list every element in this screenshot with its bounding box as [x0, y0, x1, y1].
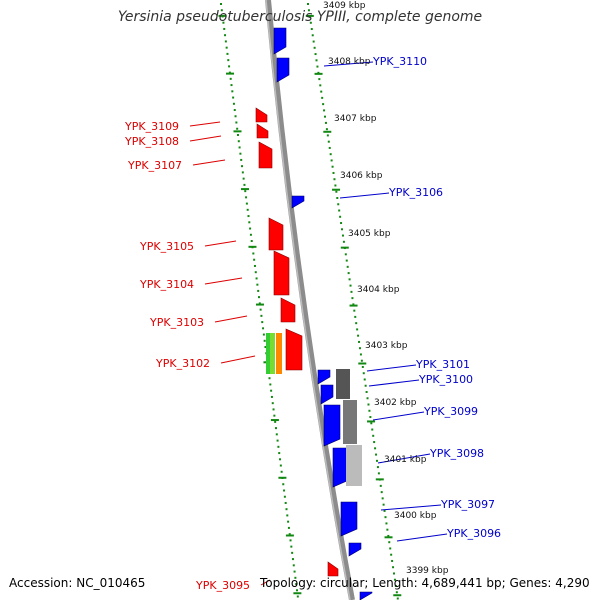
scale-label: 3402 kbp	[374, 398, 417, 408]
gene-label-ypk_3107: YPK_3107	[127, 159, 182, 172]
reverse-gene-arrow	[291, 195, 305, 209]
gene-label-ypk_3101: YPK_3101	[415, 358, 470, 371]
scale-labels: 3409 kbp 3408 kbp 3407 kbp 3406 kbp 3405 kbp…	[323, 1, 449, 576]
gene-leader-line	[204, 240, 237, 247]
gene-leader-line	[339, 192, 390, 199]
green-feature	[266, 333, 271, 374]
gene-leader-line	[204, 277, 243, 285]
scale-label: 3400 kbp	[394, 511, 437, 521]
gene-leader-line	[377, 453, 431, 464]
scale-label: 3408 kbp	[328, 57, 371, 67]
forward-gene-arrow	[285, 328, 303, 371]
forward-gene-arrow	[268, 217, 284, 251]
gray-feature	[343, 400, 357, 444]
reverse-gene-arrow	[273, 27, 287, 55]
reverse-gene-arrow	[348, 542, 362, 557]
gene-leader-line	[368, 379, 420, 387]
reverse-gene-arrow	[317, 369, 331, 385]
forward-gene-arrow	[258, 141, 273, 169]
genome-backbone	[265, 0, 355, 600]
gene-label-ypk_3109: YPK_3109	[124, 120, 179, 133]
gene-leader-line	[372, 411, 425, 421]
gene-label-ypk_3099: YPK_3099	[423, 405, 478, 418]
gene-leader-line	[214, 315, 248, 323]
orange-feature	[276, 333, 282, 374]
accession-text: Accession: NC_010465	[9, 576, 146, 590]
scale-label: 3399 kbp	[406, 566, 449, 576]
reverse-gene-arrow	[276, 57, 290, 83]
scale-label: 3401 kbp	[384, 455, 427, 465]
gene-leader-line	[396, 533, 448, 542]
gene-label-ypk_3100: YPK_3100	[418, 373, 473, 386]
gene-label-ypk_3098: YPK_3098	[429, 447, 484, 460]
reverse-gene-arrow	[320, 384, 334, 405]
gene-leader-line	[366, 364, 417, 372]
gene-label-ypk_3105: YPK_3105	[139, 240, 194, 253]
backbone-line	[265, 0, 355, 600]
forward-gene-arrow	[273, 250, 290, 296]
tick-rings	[218, 3, 402, 600]
reverse-gene-arrow	[340, 501, 358, 537]
reverse-gene-arrow	[359, 591, 373, 600]
gene-leader-line	[380, 504, 442, 511]
forward-gene-arrow	[327, 561, 339, 577]
scale-label: 3409 kbp	[323, 1, 366, 11]
scale-label: 3406 kbp	[340, 171, 383, 181]
gene-label-ypk_3103: YPK_3103	[149, 316, 204, 329]
gene-label-ypk_3106: YPK_3106	[388, 186, 443, 199]
forward-gene-arrow	[256, 123, 269, 139]
gray-feature	[336, 369, 350, 399]
gene-leader-line	[189, 135, 222, 142]
gene-label-ypk_3110: YPK_3110	[372, 55, 427, 68]
gene-label-ypk_3095: YPK_3095	[195, 579, 250, 592]
gene-label-ypk_3096: YPK_3096	[446, 527, 501, 540]
forward-gene-arrow	[255, 107, 268, 123]
forward-gene-arrow	[280, 297, 296, 323]
gene-label-ypk_3102: YPK_3102	[155, 357, 210, 370]
genome-title: Yersinia pseudotuberculosis YPIII, compl…	[117, 9, 483, 25]
gene-leader-line	[323, 61, 374, 67]
backbone-highlight	[265, 0, 351, 600]
scale-label: 3403 kbp	[365, 341, 408, 351]
reverse-gene-arrow	[323, 404, 341, 447]
gene-features	[255, 27, 373, 600]
gene-leader-line	[220, 355, 256, 364]
gene-leader-line	[189, 121, 221, 127]
gene-label-ypk_3104: YPK_3104	[139, 278, 194, 291]
gene-label-ypk_3108: YPK_3108	[124, 135, 179, 148]
gene-leader-line	[192, 159, 226, 166]
scale-label: 3407 kbp	[334, 114, 377, 124]
gene-leader-line	[260, 579, 271, 586]
scale-label: 3404 kbp	[357, 285, 400, 295]
gene-labels: YPK_3109 YPK_3108 YPK_3107 YPK_3105 YPK_3104…	[124, 55, 501, 592]
green-feature	[270, 333, 275, 374]
gene-label-ypk_3097: YPK_3097	[440, 498, 495, 511]
topology-text: Topology: circular; Length: 4,689,441 bp…	[260, 576, 590, 590]
gray-feature	[346, 445, 362, 486]
scale-label: 3405 kbp	[348, 229, 391, 239]
